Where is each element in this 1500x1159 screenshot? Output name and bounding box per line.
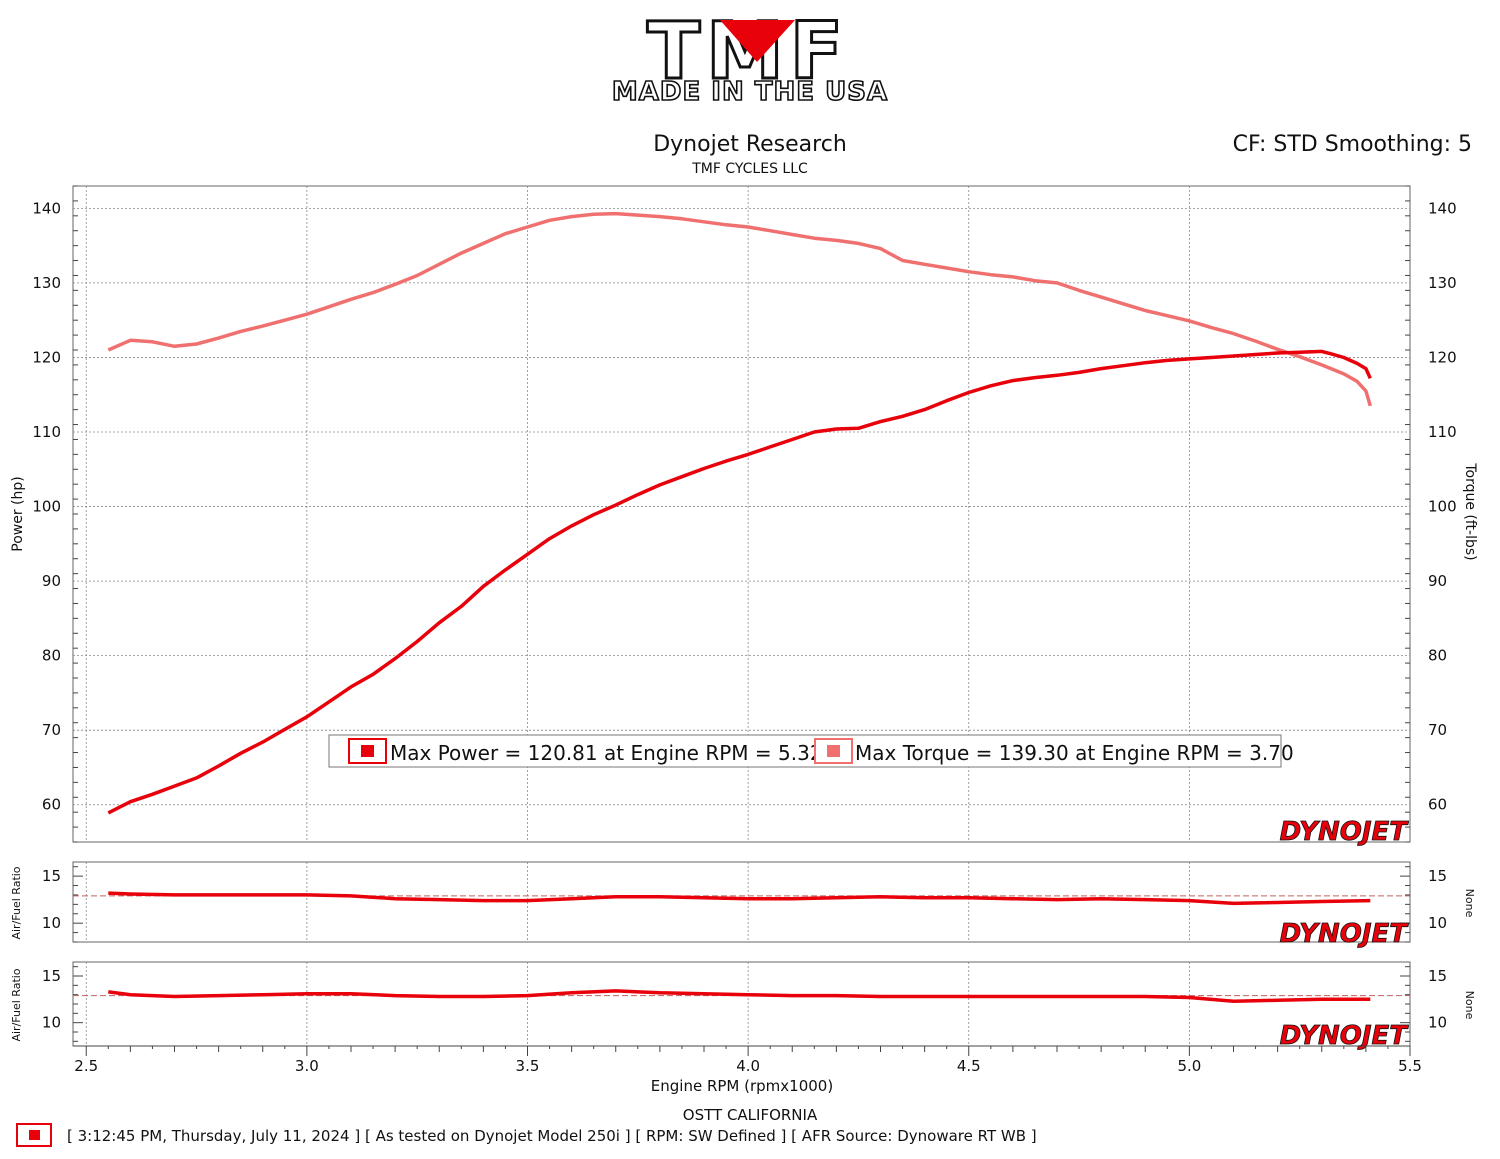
afr-panel-2-ylabel: Air/Fuel Ratio (10, 968, 23, 1041)
y-tick-label-left: 100 (32, 498, 61, 516)
x-tick-label: 4.0 (736, 1057, 760, 1075)
y-tick-label-left: 130 (32, 274, 61, 292)
y-tick-label-left: 110 (32, 423, 61, 441)
y-tick-label-right: 100 (1428, 498, 1457, 516)
y-tick-label-right: 90 (1428, 572, 1447, 590)
y-tick-label-left: 10 (42, 1014, 61, 1032)
afr-panel-1-line (108, 891, 1371, 906)
y-tick-label-left: 90 (42, 572, 61, 590)
chart-title: Dynojet Research (653, 132, 847, 157)
y-tick-label-right: 10 (1428, 914, 1447, 932)
afr-panel-2-line (108, 989, 1371, 1003)
main-grid (73, 185, 1410, 843)
x-tick-label: 5.0 (1177, 1057, 1201, 1075)
afr-panel-1-ticks: 10 10 15 15 (42, 867, 1447, 932)
legend-torque-label: Max Torque = 139.30 at Engine RPM = 3.70 (855, 741, 1294, 765)
afr-panel-2-grid (73, 962, 1410, 1046)
logo-red-triangle (720, 20, 795, 62)
y-tick-label-right: 110 (1428, 423, 1457, 441)
power-series-line (107, 349, 1372, 815)
legend-box (328, 734, 1282, 768)
dynojet-watermark: DYNOJET (1280, 919, 1410, 949)
y-tick-label-right: 70 (1428, 721, 1447, 739)
rpm-axis: 2.5 3.0 3.5 4.0 4.5 5.0 5.5 (73, 1045, 1422, 1075)
y-tick-label-left: 60 (42, 796, 61, 814)
afr-panel-1-ylabel: Air/Fuel Ratio (10, 866, 23, 939)
y-tick-label-right: 60 (1428, 796, 1447, 814)
y-tick-label-right: 80 (1428, 647, 1447, 665)
x-tick-label: 4.5 (957, 1057, 981, 1075)
torque-axis-ticks: 60 70 80 90 100 110 120 130 140 (1428, 199, 1457, 813)
y-tick-label-left: 70 (42, 721, 61, 739)
afr-panel-2-frame (72, 961, 1411, 1047)
y-tick-label-left: 10 (42, 914, 61, 932)
afr-panel-2-y2label: None (1463, 991, 1476, 1020)
y-tick-label-right: 15 (1428, 967, 1447, 985)
y-tick-label-left: 15 (42, 967, 61, 985)
y-tick-label-left: 140 (32, 199, 61, 217)
y-tick-label-left: 80 (42, 647, 61, 665)
logo-sub-text: MADE IN THE USA (612, 77, 888, 107)
legend: Max Power = 120.81 at Engine RPM = 5.32 … (328, 734, 1294, 768)
chart-subtitle: TMF CYCLES LLC (691, 161, 808, 177)
y-tick-label-right: 10 (1428, 1014, 1447, 1032)
torque-series-line (107, 211, 1372, 407)
power-axis-label: Power (hp) (10, 476, 26, 551)
rpm-axis-label: Engine RPM (rpmx1000) (651, 1077, 833, 1095)
main-plot-frame (72, 185, 1411, 843)
x-tick-label: 2.5 (74, 1057, 98, 1075)
afr-panel-1-y2label: None (1463, 889, 1476, 918)
footer-center-text: OSTT CALIFORNIA (683, 1106, 818, 1124)
afr-panel-2-ticks: 10 10 15 15 (42, 967, 1447, 1032)
y-tick-label-right: 140 (1428, 199, 1457, 217)
tmf-logo: TMF MADE IN THE USA (611, 6, 888, 108)
y-tick-label-left: 120 (32, 348, 61, 366)
afr-panel-1: 10 10 15 15 Air/Fuel Ratio None DYNOJET (10, 861, 1476, 949)
correction-factor-label: CF: STD Smoothing: 5 (1233, 132, 1472, 157)
x-tick-label: 3.5 (516, 1057, 540, 1075)
x-tick-label: 5.5 (1398, 1057, 1422, 1075)
torque-axis-label: Torque (ft-lbs) (1462, 462, 1478, 560)
power-axis-ticks: 60 70 80 90 100 110 120 130 140 (32, 199, 61, 813)
y-tick-label-left: 15 (42, 867, 61, 885)
y-tick-label-right: 120 (1428, 348, 1457, 366)
legend-power-label: Max Power = 120.81 at Engine RPM = 5.32 (390, 741, 823, 765)
run-info-text: [ 3:12:45 PM, Thursday, July 11, 2024 ] … (67, 1127, 1037, 1145)
dynojet-watermark: DYNOJET (1280, 817, 1410, 847)
y-tick-label-right: 15 (1428, 867, 1447, 885)
power-torque-panel: 60 70 80 90 100 110 120 130 140 60 70 80 90 100 110 12… (10, 185, 1478, 847)
x-tick-label: 3.0 (295, 1057, 319, 1075)
y-tick-label-right: 130 (1428, 274, 1457, 292)
